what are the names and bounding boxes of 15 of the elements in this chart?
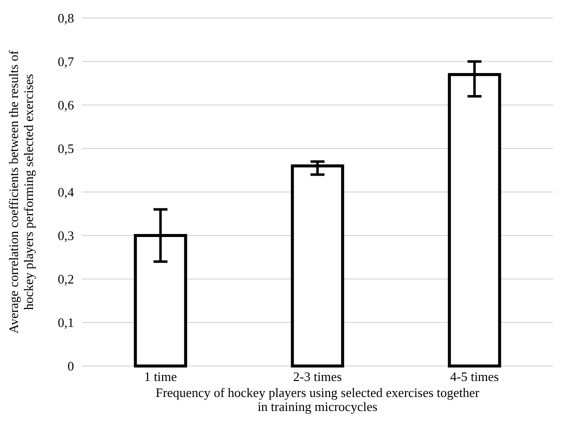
y-axis-title: Average correlation coefficients between the results of hockey players performing selected exercises xyxy=(6,50,36,334)
y-tick-label: 0,2 xyxy=(58,272,74,287)
bar xyxy=(290,164,344,368)
x-tick-label: 4-5 times xyxy=(450,369,499,384)
y-tick-label: 0,5 xyxy=(58,141,74,156)
y-tick-label: 0,7 xyxy=(58,54,74,70)
x-tick-label: 2-3 times xyxy=(293,369,342,384)
x-tick-label: 1 time xyxy=(144,369,178,384)
y-tick-label: 0,3 xyxy=(58,228,74,244)
y-tick-label: 0,6 xyxy=(58,98,74,113)
y-tick-label: 0,8 xyxy=(58,10,74,26)
x-axis-title: Frequency of hockey players using selected exercises together in training microcycles xyxy=(156,385,480,414)
y-tick-label: 0 xyxy=(68,358,74,374)
y-tick-label: 0,4 xyxy=(58,184,74,200)
y-tick-label: 0,1 xyxy=(58,315,74,330)
